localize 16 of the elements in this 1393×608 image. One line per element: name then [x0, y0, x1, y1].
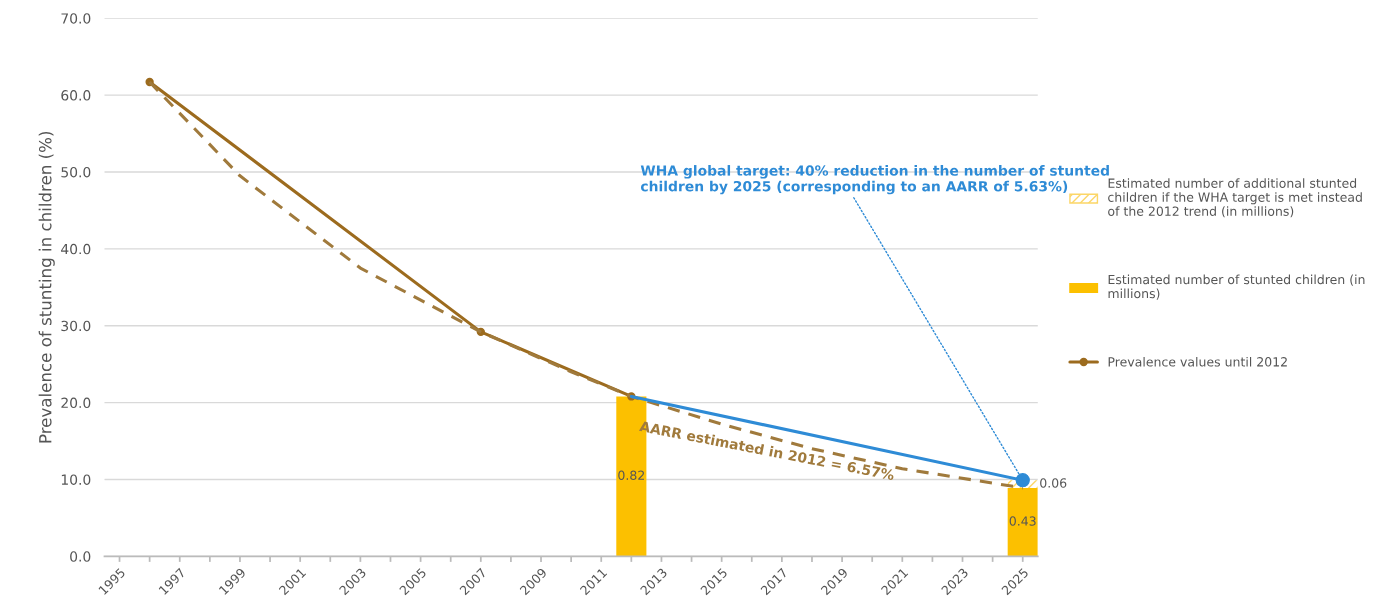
y-tick-label: 20.0	[61, 397, 91, 409]
y-tick-label: 70.0	[61, 13, 91, 24]
annotation: 0.82	[618, 470, 645, 480]
legend-label: Estimated number of additional stunted children if the WHA target is met instead of the 2012 trend (in millions)	[1108, 178, 1362, 218]
text: 0.06	[1040, 478, 1067, 488]
y-tick-label: 50.0	[61, 166, 91, 178]
y-tick-label: 40.0	[61, 243, 91, 255]
annotation: WHA global target: 40% reduction in the number of stunted children by 2025 (corresponding to an AARR of 5.63%)	[640, 165, 1109, 195]
y-tick-label: 0.0	[70, 551, 91, 562]
legend-label: Prevalence values until 2012	[1108, 356, 1287, 367]
y-tick-label: 10.0	[61, 474, 91, 485]
annotation: 0.43	[1009, 516, 1036, 526]
y-axis-title: Prevalence of stunting in children (%)	[38, 131, 55, 443]
y-tick-label: 30.0	[61, 320, 91, 332]
y-tick-label: 60.0	[61, 90, 91, 101]
legend-label: Estimated number of stunted children (in millions)	[1108, 274, 1365, 300]
